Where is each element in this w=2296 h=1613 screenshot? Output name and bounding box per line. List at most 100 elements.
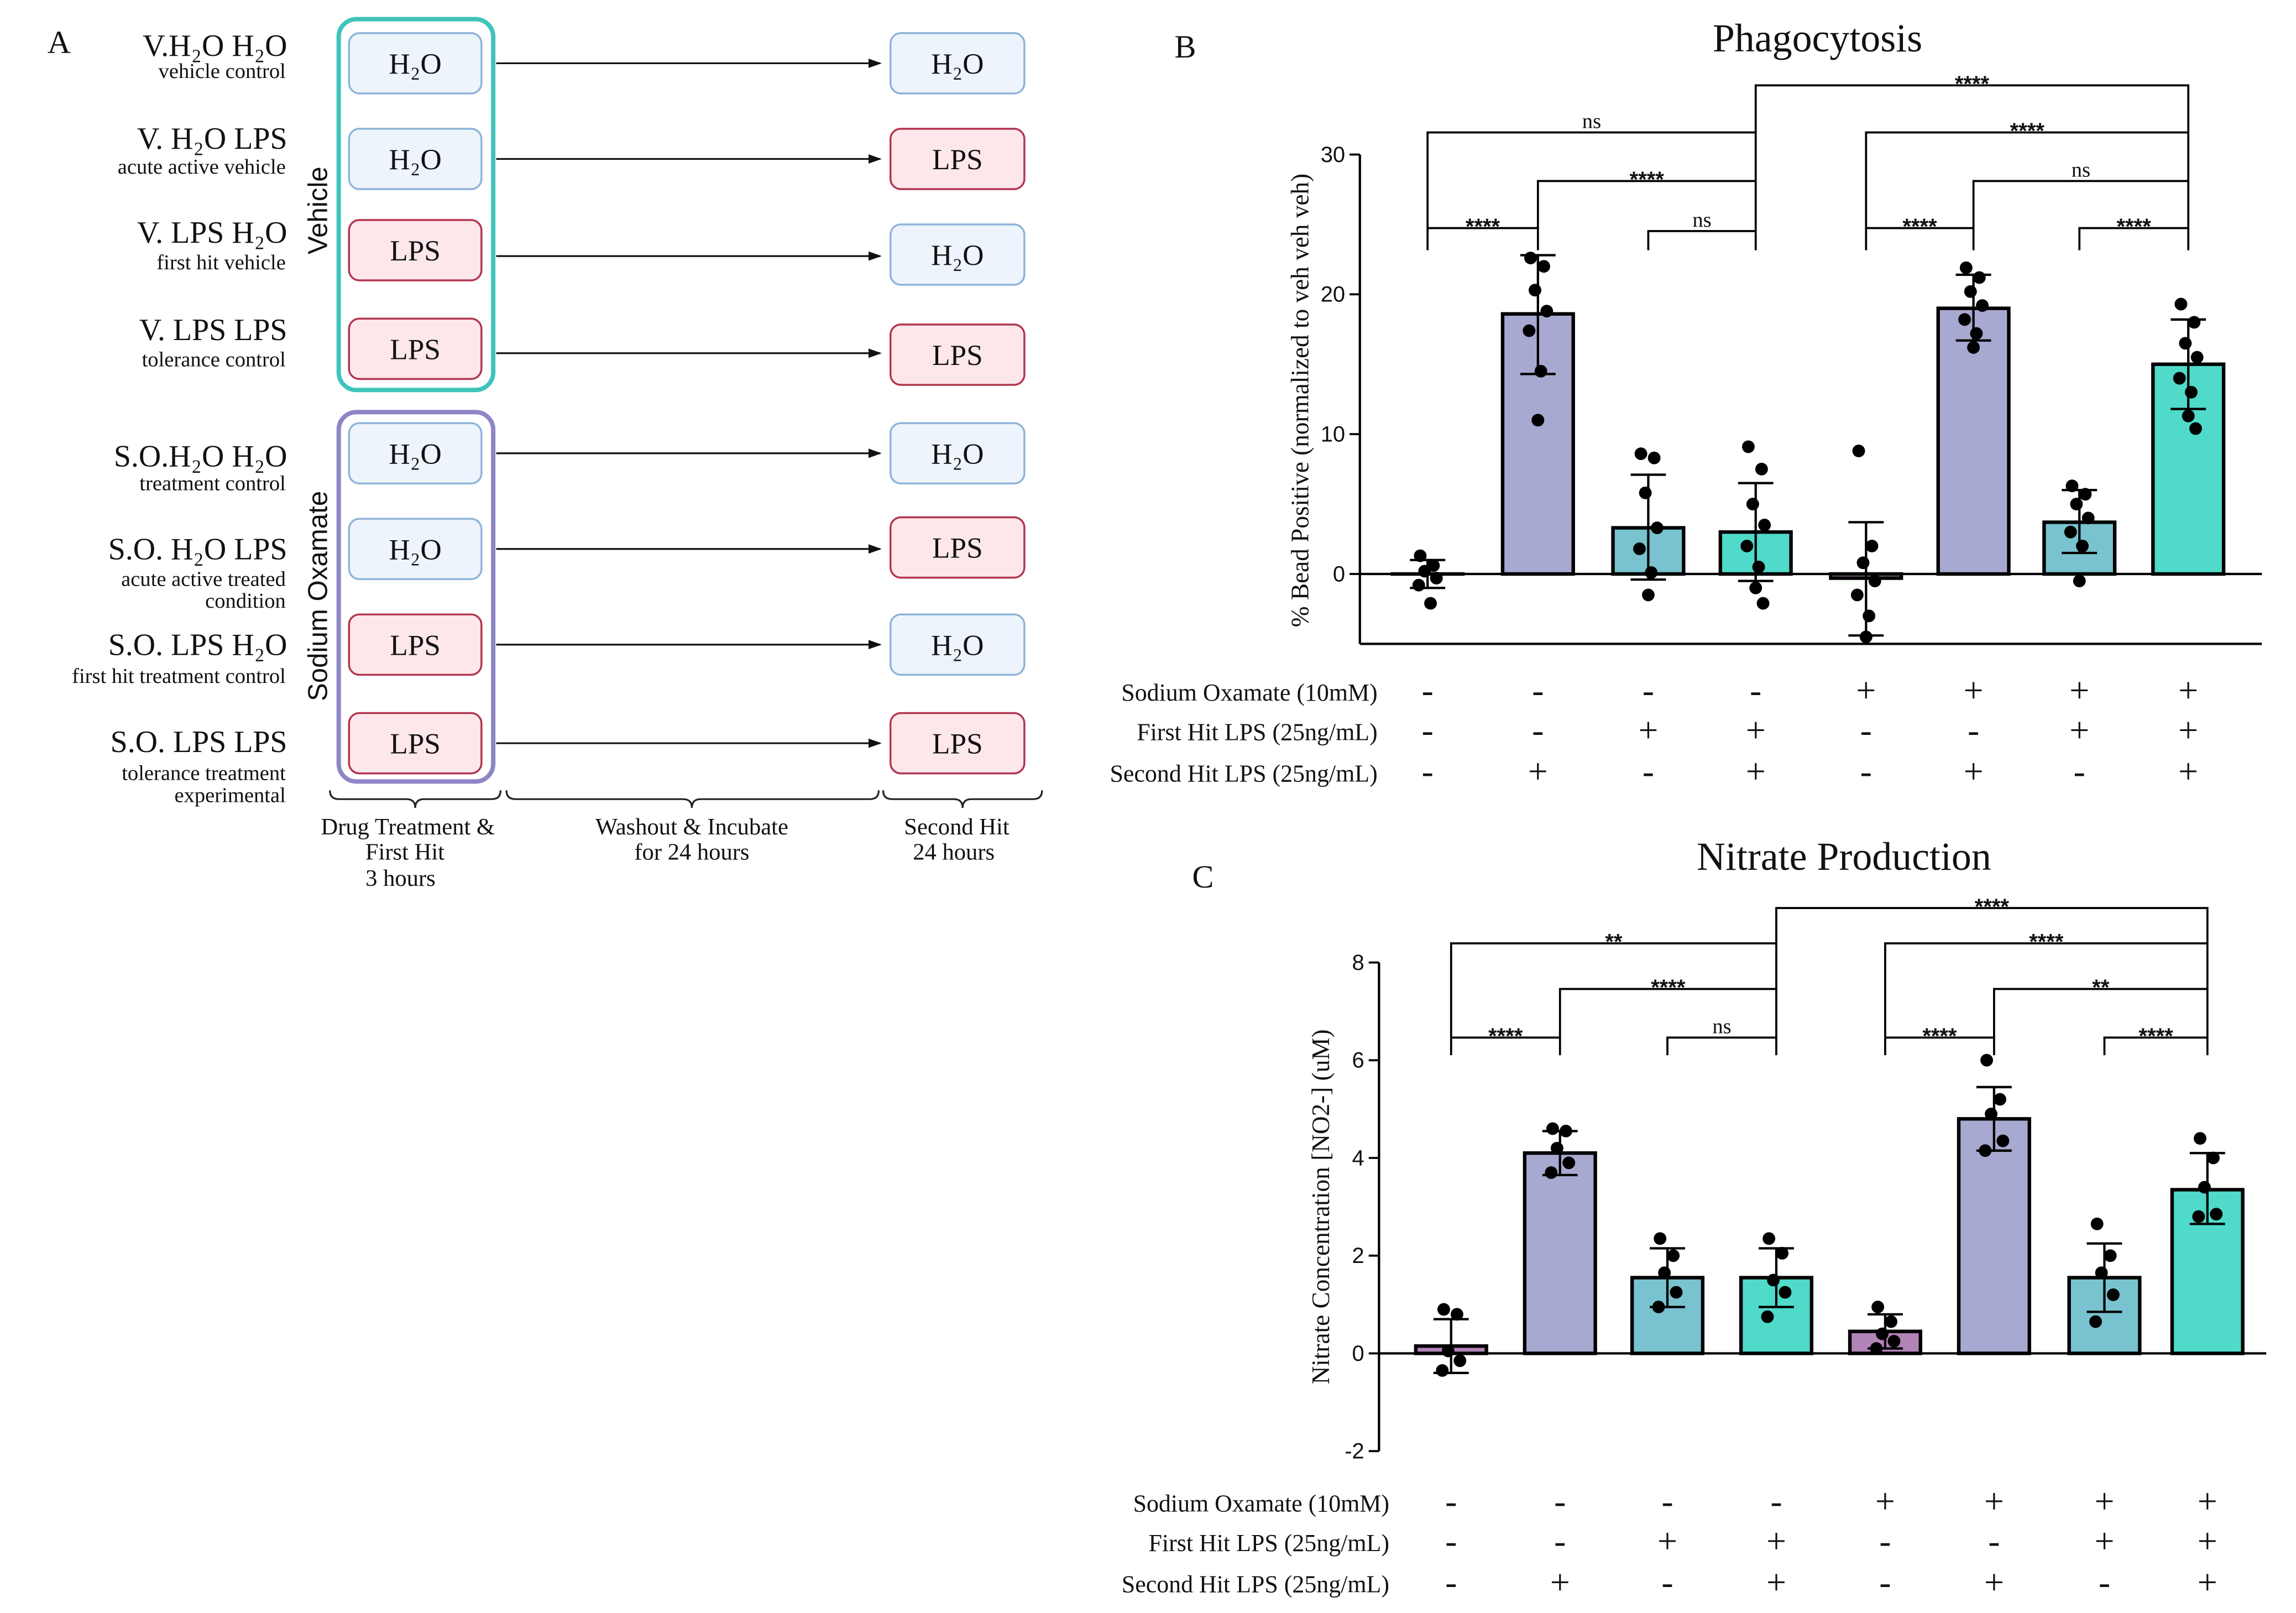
y-tick-label: 0 (1333, 562, 1345, 586)
condition-name: V. LPS LPS (139, 313, 287, 347)
phase-label: for 24 hours (634, 839, 749, 865)
data-point (1967, 341, 1980, 354)
data-point (1442, 1344, 1455, 1358)
significance-label: **** (2139, 1024, 2174, 1048)
condition-sign: - (1860, 710, 1872, 749)
second-hit-box (890, 128, 1026, 190)
condition-sign: - (1422, 710, 1434, 749)
data-point (1670, 1286, 1683, 1299)
y-tick-label: 6 (1352, 1048, 1364, 1073)
second-hit-box (890, 712, 1026, 775)
data-point (1863, 609, 1876, 623)
data-point (2079, 488, 2092, 501)
condition-sign: - (2074, 751, 2085, 791)
condition-sign: - (1445, 1562, 1457, 1601)
data-point (1453, 1354, 1467, 1367)
data-point (2070, 498, 2083, 511)
data-point (1634, 447, 1648, 460)
first-hit-label: H₂O (389, 143, 441, 176)
phase-label: 3 hours (365, 865, 436, 891)
condition-name: V. H₂O LPS (137, 122, 287, 156)
panel-c-nitrate-chart: C Nitrate Production Nitrate Concentrati… (1122, 834, 2267, 1601)
data-point (1414, 549, 1427, 562)
data-point (2090, 1217, 2104, 1230)
significance-label: ns (1582, 110, 1601, 133)
significance-bracket (1865, 131, 2190, 228)
data-point (2182, 409, 2195, 422)
condition-sign: + (2178, 751, 2198, 791)
condition-description: experimental (174, 784, 285, 807)
condition-sign: - (1860, 751, 1872, 791)
condition-description: acute active vehicle (118, 155, 286, 179)
data-point (2076, 539, 2089, 552)
condition-name: V. LPS H₂O (137, 216, 287, 250)
group-label-vehicle: Vehicle (302, 166, 333, 254)
data-point (1652, 1301, 1665, 1314)
data-point (1994, 1093, 2006, 1106)
vehicle-group-frame (336, 17, 496, 393)
condition-sign: + (1984, 1481, 2004, 1521)
significance-bracket (1884, 942, 2209, 1038)
data-point (2190, 351, 2204, 364)
bar (1523, 1151, 1597, 1355)
significance-label: ** (1605, 930, 1623, 954)
significance-bracket (1775, 907, 2209, 944)
data-point (1752, 560, 1765, 573)
data-point (1658, 1266, 1671, 1280)
condition-name: S.O. LPS H₂O (108, 628, 287, 662)
data-point (1767, 1273, 1780, 1287)
data-point (2179, 337, 2192, 350)
first-hit-label: H₂O (389, 533, 441, 566)
data-point (1887, 1334, 1901, 1348)
data-point (1424, 597, 1437, 610)
significance-label: **** (2029, 930, 2064, 954)
phase-label: Second Hit (904, 814, 1010, 840)
condition-sign: - (1750, 671, 1761, 710)
data-point (1524, 252, 1537, 265)
data-point (1980, 1053, 1993, 1067)
condition-sign: + (1638, 710, 1658, 749)
condition-row-label: First Hit LPS (25ng/mL) (1137, 719, 1377, 746)
phase-label: Drug Treatment & (321, 814, 495, 840)
data-point (2064, 525, 2077, 539)
data-point (1437, 1303, 1450, 1316)
condition-sign: + (2198, 1562, 2217, 1601)
data-point (1976, 299, 1989, 312)
data-point (1641, 588, 1655, 602)
significance-label: **** (1651, 975, 1686, 1000)
significance-label: **** (1488, 1024, 1523, 1048)
significance-label: **** (1630, 168, 1665, 192)
data-point (2194, 1132, 2206, 1145)
data-point (2174, 297, 2188, 311)
first-hit-box (348, 518, 483, 581)
data-point (1633, 542, 1646, 555)
second-hit-label: LPS (932, 339, 983, 372)
data-point (2081, 511, 2095, 525)
data-point (1959, 261, 1973, 274)
first-hit-box (348, 613, 483, 676)
panel-b-phagocytosis-chart: B Phagocytosis % Bead Positive (normaliz… (1110, 16, 2262, 791)
data-point (1979, 1144, 1992, 1157)
data-point (1756, 597, 1770, 610)
data-point (2073, 575, 2086, 588)
data-point (1865, 539, 1879, 552)
data-point (1749, 581, 1762, 594)
condition-sign: + (2094, 1481, 2114, 1521)
y-tick-label: 20 (1321, 283, 1345, 307)
significance-bracket (1426, 131, 1757, 228)
condition-description: tolerance treatment (122, 762, 286, 785)
data-point (1885, 1315, 1897, 1328)
data-point (1740, 539, 1754, 552)
second-hit-label: LPS (932, 532, 983, 565)
condition-sign: - (1968, 710, 1979, 749)
data-point (1412, 578, 1425, 592)
significance-bracket (2103, 1036, 2209, 1056)
significance-bracket (1992, 988, 2209, 1038)
chart-title: Phagocytosis (1713, 16, 1922, 60)
data-point (1430, 572, 1443, 585)
condition-sign: + (1964, 671, 1984, 710)
data-point (1667, 1249, 1680, 1262)
data-point (1868, 575, 1881, 588)
condition-sign: - (1422, 671, 1434, 710)
